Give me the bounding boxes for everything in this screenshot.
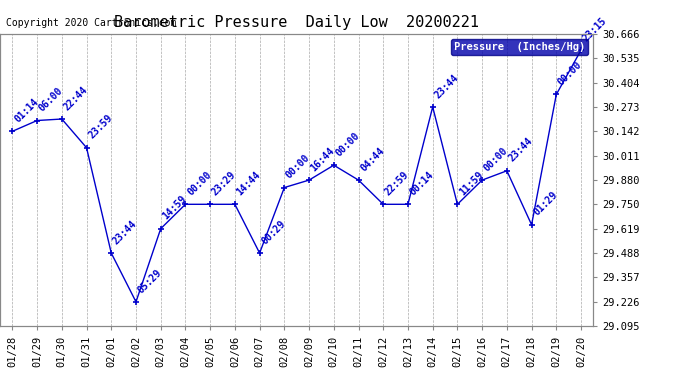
Text: 23:44: 23:44 [433,72,460,100]
Text: 23:29: 23:29 [210,170,238,197]
Text: 01:14: 01:14 [12,96,40,124]
Text: 23:44: 23:44 [506,136,535,164]
Text: 00:00: 00:00 [186,170,213,197]
Text: Copyright 2020 Cartronics.com: Copyright 2020 Cartronics.com [6,18,177,28]
Text: 00:00: 00:00 [482,145,510,173]
Text: 05:29: 05:29 [136,267,164,295]
Text: Barometric Pressure  Daily Low  20200221: Barometric Pressure Daily Low 20200221 [115,15,479,30]
Text: 23:15: 23:15 [581,15,609,43]
Text: 00:14: 00:14 [408,170,435,197]
Text: 23:59: 23:59 [86,113,115,141]
Text: 00:29: 00:29 [259,218,287,246]
Text: 14:44: 14:44 [235,170,263,197]
Text: 00:00: 00:00 [284,153,312,181]
Text: 14:59: 14:59 [161,194,188,222]
Text: 01:29: 01:29 [531,190,560,218]
Text: 00:00: 00:00 [334,130,362,158]
Text: 16:44: 16:44 [309,145,337,173]
Text: 22:59: 22:59 [383,170,411,197]
Text: 11:59: 11:59 [457,170,485,197]
Text: 06:00: 06:00 [37,86,65,114]
Text: 04:44: 04:44 [358,145,386,173]
Legend: Pressure  (Inches/Hg): Pressure (Inches/Hg) [451,39,588,55]
Text: 22:44: 22:44 [61,84,90,112]
Text: 23:44: 23:44 [111,218,139,246]
Text: 00:00: 00:00 [556,60,584,87]
